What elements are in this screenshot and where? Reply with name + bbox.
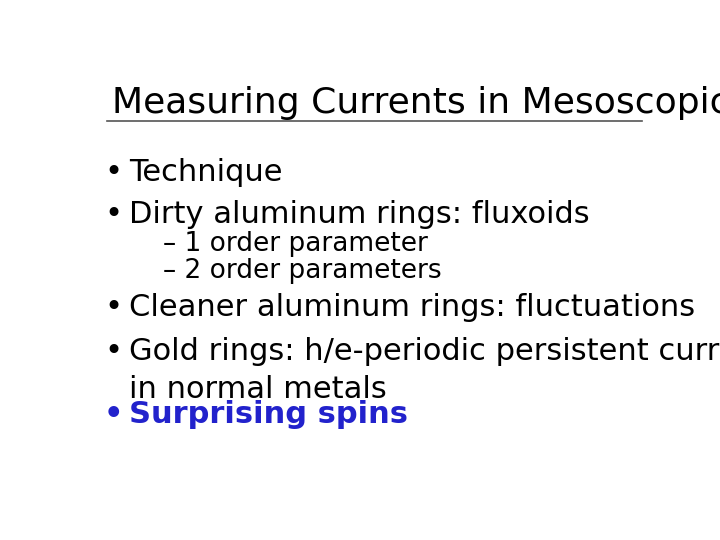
Text: •: • <box>104 200 122 229</box>
Text: Surprising spins: Surprising spins <box>129 400 408 429</box>
Text: •: • <box>104 158 122 187</box>
Text: Measuring Currents in Mesoscopic Rings: Measuring Currents in Mesoscopic Rings <box>112 85 720 119</box>
Text: Cleaner aluminum rings: fluctuations: Cleaner aluminum rings: fluctuations <box>129 294 696 322</box>
Text: Dirty aluminum rings: fluxoids: Dirty aluminum rings: fluxoids <box>129 200 590 229</box>
Text: – 2 order parameters: – 2 order parameters <box>163 258 441 284</box>
Text: •: • <box>104 400 123 429</box>
Text: •: • <box>104 294 122 322</box>
Text: Technique: Technique <box>129 158 282 187</box>
Text: •: • <box>104 337 122 366</box>
Text: – 1 order parameter: – 1 order parameter <box>163 231 428 257</box>
Text: Gold rings: h/e-periodic persistent currents
in normal metals: Gold rings: h/e-periodic persistent curr… <box>129 337 720 404</box>
